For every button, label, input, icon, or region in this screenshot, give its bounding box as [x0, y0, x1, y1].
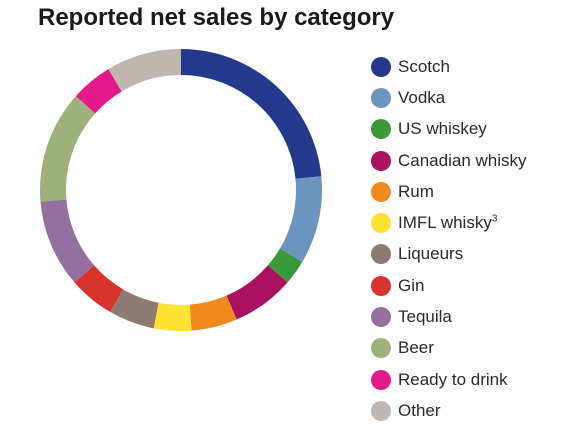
legend-label: Scotch — [398, 56, 450, 76]
legend-item-other: Other — [371, 395, 527, 426]
legend-swatch — [371, 307, 391, 328]
slice-liqueurs — [110, 289, 159, 329]
chart-legend: Scotch Vodka US whiskey Canadian whisky Rum I… — [371, 51, 527, 427]
legend-label: US whiskey — [398, 119, 487, 139]
slice-vodka — [280, 176, 322, 262]
slice-ready-to-drink — [75, 69, 122, 114]
legend-label: Liqueurs — [398, 244, 464, 264]
slice-scotch — [181, 49, 322, 179]
legend-label: Gin — [398, 275, 425, 295]
legend-label: Vodka — [398, 87, 446, 107]
legend-swatch — [371, 87, 391, 108]
legend-swatch — [371, 244, 391, 265]
legend-item-liqueurs: Liqueurs — [371, 239, 527, 270]
legend-item-ready-to-drink: Ready to drink — [371, 364, 527, 395]
slice-imfl-whisky — [153, 302, 192, 332]
legend-swatch — [371, 400, 391, 421]
legend-swatch — [371, 338, 391, 359]
legend-swatch — [371, 369, 391, 390]
legend-item-tequila: Tequila — [371, 301, 527, 332]
legend-label: Other — [398, 400, 441, 420]
legend-swatch — [371, 275, 391, 296]
legend-swatch — [371, 213, 391, 234]
legend-swatch — [371, 181, 391, 202]
legend-item-us-whiskey: US whiskey — [371, 114, 527, 145]
legend-item-canadian-whisky: Canadian whisky — [371, 145, 527, 176]
legend-label: IMFL whisky3 — [398, 213, 498, 233]
legend-label: Beer — [398, 338, 434, 358]
footnote-marker: 3 — [491, 213, 498, 225]
slice-us-whiskey — [267, 248, 303, 283]
legend-label: Ready to drink — [398, 369, 508, 389]
slice-gin — [74, 265, 124, 312]
slice-other — [108, 49, 181, 92]
legend-swatch — [371, 150, 391, 171]
legend-item-scotch: Scotch — [371, 51, 527, 82]
legend-swatch — [371, 119, 391, 140]
legend-item-imfl-whisky: IMFL whisky3 — [371, 207, 527, 238]
legend-item-vodka: Vodka — [371, 82, 527, 113]
legend-item-rum: Rum — [371, 176, 527, 207]
legend-label: Tequila — [398, 307, 452, 327]
slice-tequila — [40, 199, 95, 283]
slice-canadian-whisky — [226, 265, 288, 320]
legend-swatch — [371, 56, 391, 77]
legend-item-gin: Gin — [371, 270, 527, 301]
legend-item-beer: Beer — [371, 333, 527, 364]
slice-beer — [39, 96, 96, 202]
slice-rum — [189, 295, 237, 331]
legend-label: Rum — [398, 181, 434, 201]
chart-title: Reported net sales by category — [38, 4, 395, 31]
legend-label: Canadian whisky — [398, 150, 527, 170]
